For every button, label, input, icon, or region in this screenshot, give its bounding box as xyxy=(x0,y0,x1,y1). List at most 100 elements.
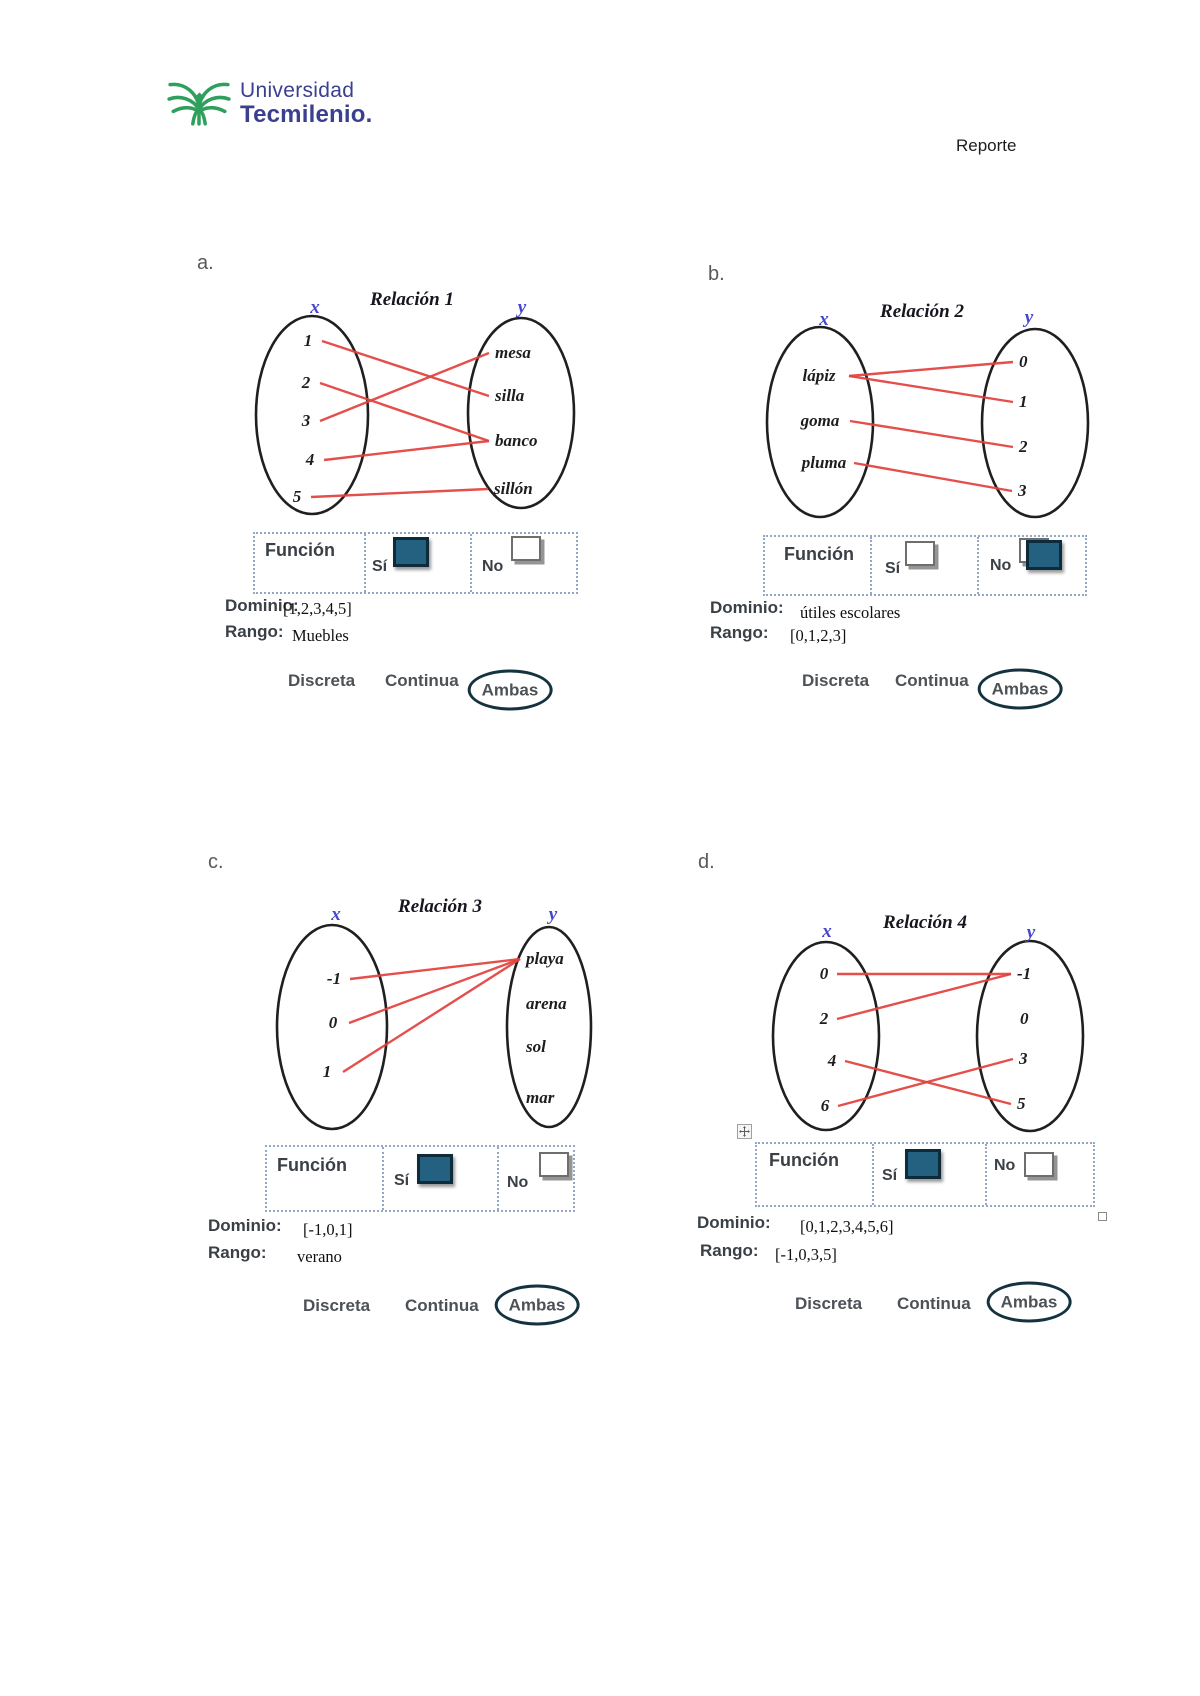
si-checkbox[interactable] xyxy=(905,1149,947,1185)
relation-title: Relación 3 xyxy=(397,896,482,917)
dominio-label: Dominio: xyxy=(697,1213,771,1232)
x-set-label: x xyxy=(330,904,341,925)
domain-element: -1 xyxy=(327,969,341,988)
ambas-label: Ambas xyxy=(1000,1292,1058,1312)
exercise-letter: c. xyxy=(208,851,224,873)
relation-diagram-d: Relación 4 x y 0 2 4 6 -1 0 3 5 xyxy=(771,912,1085,1133)
option-discreta[interactable]: Discreta xyxy=(288,671,356,690)
exercise-letter: d. xyxy=(698,851,715,873)
dominio-label: Dominio: xyxy=(208,1216,282,1235)
option-ambas-circled[interactable]: Ambas xyxy=(977,668,1063,710)
si-checkbox[interactable] xyxy=(417,1154,459,1190)
checkbox-box xyxy=(1024,1152,1054,1177)
funcion-label: Función xyxy=(277,1155,347,1175)
object-move-handle-icon[interactable] xyxy=(737,1124,752,1139)
no-checkbox[interactable] xyxy=(511,536,553,572)
dominio-value: [0,1,2,3,4,5,6] xyxy=(800,1217,894,1236)
dominio-value: [1,2,3,4,5] xyxy=(283,599,352,618)
range-element: banco xyxy=(495,431,538,450)
option-continua[interactable]: Continua xyxy=(897,1294,971,1313)
dominio-value: [-1,0,1] xyxy=(303,1220,353,1239)
option-discreta[interactable]: Discreta xyxy=(303,1296,371,1315)
si-checkbox[interactable] xyxy=(393,537,435,573)
exercise-letter: a. xyxy=(197,252,214,274)
y-set-label: y xyxy=(1025,922,1036,943)
dominio-value: útiles escolares xyxy=(800,603,901,622)
relation-title: Relación 1 xyxy=(369,289,454,310)
divider xyxy=(470,534,472,592)
range-element: arena xyxy=(526,994,567,1013)
domain-oval xyxy=(254,314,370,516)
range-oval xyxy=(466,316,576,510)
relation-line xyxy=(310,487,489,499)
exercise-letter: b. xyxy=(708,263,725,285)
range-element: sillón xyxy=(493,479,533,498)
funcion-label: Función xyxy=(265,540,335,560)
domain-element: 4 xyxy=(305,450,315,469)
funcion-label: Función xyxy=(769,1150,839,1170)
funcion-box: Función Sí No xyxy=(265,1145,575,1212)
no-checkbox[interactable] xyxy=(1019,538,1062,574)
rango-label: Rango: xyxy=(700,1241,759,1260)
rango-value: Muebles xyxy=(292,626,349,645)
relation-line xyxy=(853,461,1013,493)
y-set-label: y xyxy=(1023,307,1034,328)
divider xyxy=(872,1144,874,1205)
rango-label: Rango: xyxy=(710,623,769,642)
object-resize-handle[interactable] xyxy=(1098,1212,1107,1221)
relation-line xyxy=(848,374,1014,404)
range-oval xyxy=(975,939,1085,1133)
divider xyxy=(364,534,366,592)
divider xyxy=(977,537,979,594)
range-element: playa xyxy=(524,949,564,968)
si-label: Sí xyxy=(394,1172,410,1189)
range-element: mar xyxy=(526,1088,555,1107)
domain-element: 2 xyxy=(301,373,311,392)
relation-diagram-a: Relación 1 x y 1 2 3 45 mesa silla banco sillón xyxy=(254,289,576,516)
divider xyxy=(382,1147,384,1210)
divider xyxy=(870,537,872,594)
relation-line xyxy=(836,972,1012,1021)
relation-line xyxy=(319,351,490,423)
domain-element: 5 xyxy=(293,487,302,506)
option-continua[interactable]: Continua xyxy=(385,671,459,690)
checkbox-box xyxy=(539,1152,569,1177)
option-continua[interactable]: Continua xyxy=(405,1296,479,1315)
ambas-label: Ambas xyxy=(481,680,539,700)
option-discreta[interactable]: Discreta xyxy=(795,1294,863,1313)
range-element: 2 xyxy=(1018,437,1028,456)
relation-line xyxy=(349,957,521,981)
ambas-label: Ambas xyxy=(991,679,1049,699)
no-checkbox[interactable] xyxy=(1024,1152,1066,1188)
rango-value: [-1,0,3,5] xyxy=(775,1245,837,1264)
domain-element: pluma xyxy=(800,453,847,472)
domain-element: 0 xyxy=(820,964,829,983)
rango-label: Rango: xyxy=(225,622,284,641)
checkbox-fill xyxy=(417,1154,453,1184)
range-element: sol xyxy=(525,1037,546,1056)
divider xyxy=(497,1147,499,1210)
option-ambas-circled[interactable]: Ambas xyxy=(494,1284,580,1326)
domain-element: 1 xyxy=(304,331,313,350)
rango-value: verano xyxy=(297,1247,342,1266)
tecmilenio-palm-icon xyxy=(166,68,232,131)
no-checkbox[interactable] xyxy=(539,1152,581,1188)
range-element: 3 xyxy=(1018,1049,1028,1068)
funcion-box: Función Sí No xyxy=(755,1142,1095,1207)
x-set-label: x xyxy=(309,297,320,318)
domain-element: 3 xyxy=(301,411,311,430)
option-continua[interactable]: Continua xyxy=(895,671,969,690)
si-checkbox[interactable] xyxy=(905,541,947,577)
option-ambas-circled[interactable]: Ambas xyxy=(986,1281,1072,1323)
domain-element: lápiz xyxy=(802,366,835,385)
domain-element: 1 xyxy=(323,1062,332,1081)
relation-diagram-b: Relación 2 x y lápiz goma pluma 0 1 2 3 xyxy=(765,301,1090,519)
x-set-label: x xyxy=(821,921,832,942)
option-discreta[interactable]: Discreta xyxy=(802,671,870,690)
option-ambas-circled[interactable]: Ambas xyxy=(467,669,553,711)
relation-title: Relación 2 xyxy=(879,301,964,322)
range-element: silla xyxy=(494,386,525,405)
si-label: Sí xyxy=(372,558,388,575)
